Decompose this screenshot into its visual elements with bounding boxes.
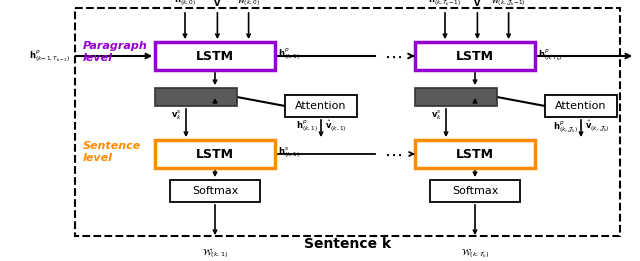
Text: $\mathbf{h}^{p}_{(k,1)}$: $\mathbf{h}^{p}_{(k,1)}$ <box>278 47 300 63</box>
Text: Attention: Attention <box>295 101 347 111</box>
Text: Sentence k: Sentence k <box>304 237 391 251</box>
Text: LSTM: LSTM <box>456 50 494 62</box>
FancyBboxPatch shape <box>155 140 275 168</box>
Text: $\mathbf{h}^{p}_{(k\!-\!1,T_{k-1})}$: $\mathbf{h}^{p}_{(k\!-\!1,T_{k-1})}$ <box>29 48 70 64</box>
Text: $\mathbf{v}^{s}_{k}$: $\mathbf{v}^{s}_{k}$ <box>171 108 182 122</box>
FancyBboxPatch shape <box>170 180 260 202</box>
Text: $\mathbf{v}$: $\mathbf{v}$ <box>474 0 481 8</box>
Text: Softmax: Softmax <box>192 186 238 196</box>
FancyBboxPatch shape <box>415 140 535 168</box>
Text: LSTM: LSTM <box>456 147 494 161</box>
Text: Paragraph
level: Paragraph level <box>83 41 148 63</box>
Text: $w_{(k,0)}$: $w_{(k,0)}$ <box>237 0 260 8</box>
Text: Softmax: Softmax <box>452 186 498 196</box>
Text: $\hat{\mathbf{v}}_{(k,1)}$: $\hat{\mathbf{v}}_{(k,1)}$ <box>325 119 347 134</box>
Text: $\mathbf{h}^{s}_{(k,\mathcal{T}_k\!-\!1)}$: $\mathbf{h}^{s}_{(k,\mathcal{T}_k\!-\!1)… <box>428 0 461 8</box>
Text: $\cdots$: $\cdots$ <box>384 146 402 164</box>
Text: LSTM: LSTM <box>196 147 234 161</box>
Text: $\mathbf{h}^{p}_{(\lambda,T_k)}$: $\mathbf{h}^{p}_{(\lambda,T_k)}$ <box>538 47 563 63</box>
FancyBboxPatch shape <box>75 8 620 236</box>
FancyBboxPatch shape <box>415 42 535 70</box>
Text: $\cdots$: $\cdots$ <box>384 48 402 66</box>
FancyBboxPatch shape <box>155 42 275 70</box>
Text: $w_{(k,\mathcal{J}_k\!-\!1)}$: $w_{(k,\mathcal{J}_k\!-\!1)}$ <box>492 0 526 8</box>
FancyBboxPatch shape <box>155 88 237 106</box>
Text: $\mathbf{h}^{s}_{(k,0)}$: $\mathbf{h}^{s}_{(k,0)}$ <box>174 0 196 8</box>
Text: $\mathbf{h}^{s}_{(k,1)}$: $\mathbf{h}^{s}_{(k,1)}$ <box>278 146 300 161</box>
Text: $\mathbf{h}^{p}_{(k,1)}$: $\mathbf{h}^{p}_{(k,1)}$ <box>296 119 318 135</box>
FancyBboxPatch shape <box>545 95 617 117</box>
Text: $\mathbf{h}^{p}_{(k,\mathcal{J}_k)}$: $\mathbf{h}^{p}_{(k,\mathcal{J}_k)}$ <box>553 119 578 135</box>
FancyBboxPatch shape <box>430 180 520 202</box>
Text: Sentence
level: Sentence level <box>83 141 141 163</box>
Text: $\mathbf{v}^{s}_{k}$: $\mathbf{v}^{s}_{k}$ <box>431 108 442 122</box>
Text: LSTM: LSTM <box>196 50 234 62</box>
FancyBboxPatch shape <box>415 88 497 106</box>
Text: $\mathcal{W}_{(k,1)}$: $\mathcal{W}_{(k,1)}$ <box>202 246 228 260</box>
Text: $\hat{\mathbf{v}}_{(k,\mathcal{J}_k)}$: $\hat{\mathbf{v}}_{(k,\mathcal{J}_k)}$ <box>585 119 609 134</box>
Text: Attention: Attention <box>556 101 607 111</box>
Text: $\mathcal{W}_{(k,\mathcal{T}_k)}$: $\mathcal{W}_{(k,\mathcal{T}_k)}$ <box>461 246 489 259</box>
Text: $\mathbf{v}$: $\mathbf{v}$ <box>213 0 221 8</box>
FancyBboxPatch shape <box>285 95 357 117</box>
